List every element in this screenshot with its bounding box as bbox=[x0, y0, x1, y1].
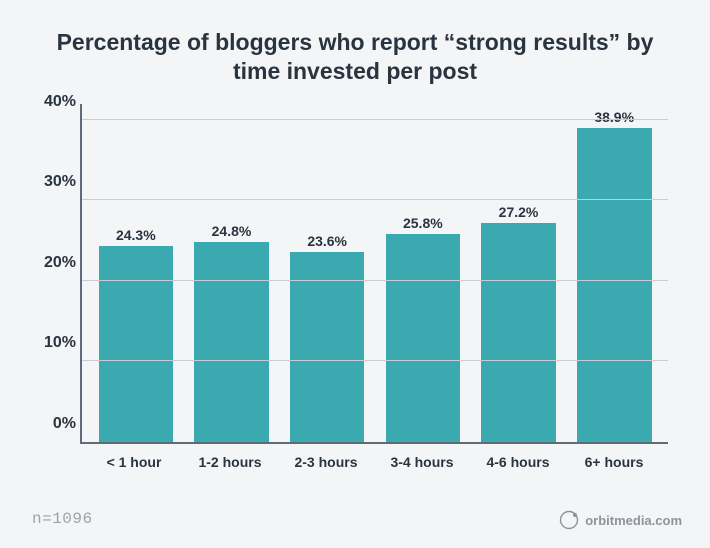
sample-size: n=1096 bbox=[32, 510, 93, 528]
gridline bbox=[82, 119, 668, 120]
chart-card: Percentage of bloggers who report “stron… bbox=[0, 0, 710, 548]
bar-slot: 24.3% bbox=[88, 104, 184, 442]
chart-title: Percentage of bloggers who report “stron… bbox=[32, 28, 678, 86]
bar bbox=[577, 128, 652, 441]
bar bbox=[481, 223, 556, 442]
x-tick-label: 1-2 hours bbox=[182, 454, 278, 470]
x-axis-labels: < 1 hour1-2 hours2-3 hours3-4 hours4-6 h… bbox=[80, 444, 668, 470]
bars-container: 24.3% 24.8% 23.6% 25.8% 27.2% 38.9% bbox=[82, 104, 668, 442]
chart-plot-area: 24.3%24.8%23.6%25.8%27.2%38.9% 0%10%20%3… bbox=[80, 104, 668, 444]
gridline bbox=[82, 199, 668, 200]
bar-slot: 23.6% bbox=[279, 104, 375, 442]
y-tick-label: 0% bbox=[32, 415, 76, 433]
x-tick-label: 6+ hours bbox=[566, 454, 662, 470]
bar bbox=[386, 234, 461, 442]
bar-value-label: 25.8% bbox=[403, 215, 443, 231]
x-tick-label: < 1 hour bbox=[86, 454, 182, 470]
gridline bbox=[82, 280, 668, 281]
bar-value-label: 24.3% bbox=[116, 227, 156, 243]
bar bbox=[194, 242, 269, 442]
gridline bbox=[82, 360, 668, 361]
y-tick-label: 40% bbox=[32, 93, 76, 111]
y-tick-label: 20% bbox=[32, 254, 76, 272]
x-tick-label: 4-6 hours bbox=[470, 454, 566, 470]
orbit-icon bbox=[559, 510, 579, 530]
x-tick-label: 3-4 hours bbox=[374, 454, 470, 470]
bar-slot: 24.8% bbox=[184, 104, 280, 442]
bar-slot: 27.2% bbox=[471, 104, 567, 442]
brand-attribution: orbitmedia.com bbox=[559, 510, 682, 530]
bar-value-label: 27.2% bbox=[499, 203, 539, 219]
bar-slot: 38.9% bbox=[566, 104, 662, 442]
brand-text: orbitmedia.com bbox=[585, 513, 682, 528]
x-tick-label: 2-3 hours bbox=[278, 454, 374, 470]
bar-value-label: 23.6% bbox=[307, 232, 347, 248]
bar-value-label: 24.8% bbox=[212, 223, 252, 239]
y-tick-label: 10% bbox=[32, 334, 76, 352]
y-tick-label: 30% bbox=[32, 173, 76, 191]
bar-slot: 25.8% bbox=[375, 104, 471, 442]
bar bbox=[99, 246, 174, 442]
bar-value-label: 38.9% bbox=[594, 109, 634, 125]
